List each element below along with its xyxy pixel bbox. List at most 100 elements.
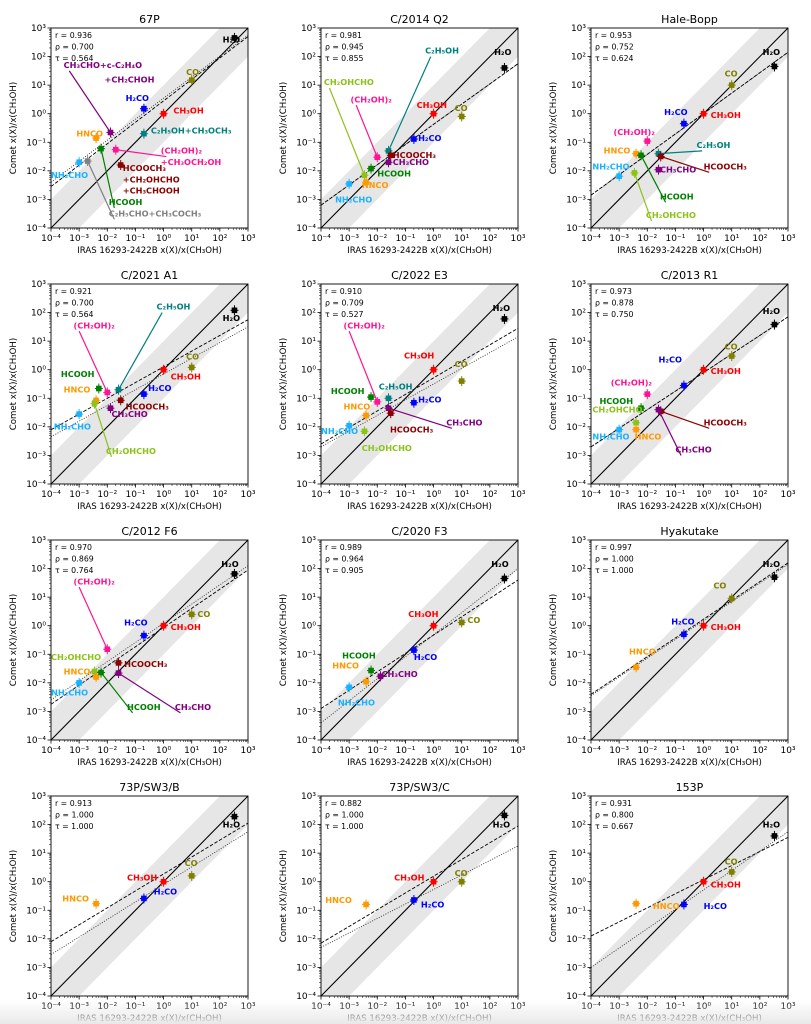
panel-67p: H₂O CO CH₃OH H₂CO HNCO NH₂CHO HCOOH C₂H₅CHO+CH₃… (0, 0, 270, 256)
y-tick-label: 10⁻¹ (566, 138, 586, 148)
y-tick-label: 10⁰ (31, 366, 46, 376)
data-point (116, 160, 125, 171)
data-point (632, 424, 641, 435)
marker (638, 152, 644, 159)
x-tick-label: 10⁻⁴ (41, 490, 61, 500)
panel-c-2021-a1: H₂O CO CH₃OH H₂CO C₂H₅OH (CH₂OH)₂ HCOOH HNCO HCO… (0, 256, 270, 512)
point-label: H₂CO (148, 383, 171, 393)
point-label: H₂O (223, 313, 240, 323)
point-label: H₂O (763, 559, 780, 569)
x-tick-label: 10⁻³ (69, 746, 89, 756)
point-label: NH₂CHO (592, 161, 629, 171)
marker (160, 878, 167, 885)
axes-frame (590, 539, 789, 741)
point-label: (CH₂OH)₂ (614, 127, 656, 137)
stat-text: r = 0.882 (325, 799, 362, 808)
y-axis-label: Comet x(X)/x(CH₃OH) (279, 82, 289, 175)
x-tick-label: 10⁻⁴ (311, 490, 331, 500)
data-point (367, 163, 376, 174)
axes-frame (320, 283, 519, 485)
y-tick-label: 10⁻³ (296, 707, 316, 717)
panel-title: C/2020 F3 (391, 525, 447, 538)
point-label: +CH₂CHOH (104, 74, 154, 84)
marker (616, 426, 622, 433)
data-point (159, 620, 168, 631)
x-tick-label: 10³ (240, 490, 255, 500)
marker (160, 366, 167, 373)
y-axis-label: Comet x(X)/x(CH₃OH) (549, 594, 559, 687)
marker (458, 878, 465, 885)
y-tick-label: 10⁻² (566, 935, 586, 945)
y-tick-label: 10³ (31, 536, 46, 546)
y-tick-label: 10⁻¹ (566, 906, 586, 916)
point-label: H₂CO (414, 652, 437, 662)
y-tick-label: 10² (301, 309, 316, 319)
stat-text: ρ = 0.964 (325, 555, 364, 564)
y-tick-label: 10⁻⁴ (26, 224, 46, 234)
stat-text: τ = 0.667 (595, 822, 634, 831)
data-point (92, 133, 101, 144)
marker (188, 364, 195, 371)
y-tick-label: 10⁻² (26, 423, 46, 433)
data-point (727, 593, 736, 604)
data-point (699, 876, 708, 887)
leader-line (68, 70, 111, 133)
panel-title: Hyakutake (660, 525, 719, 538)
marker (681, 120, 687, 127)
point-label: CO (725, 857, 738, 867)
point-label: H₂CO (664, 107, 687, 117)
x-tick-label: 10³ (240, 234, 255, 244)
data-point (500, 313, 509, 324)
point-label: H₂CO (418, 395, 441, 405)
one-to-one-line (51, 796, 248, 996)
data-point (770, 319, 779, 330)
chart-svg: H₂O CO CH₃OH H₂CO (CH₂OH)₂ HCOOH C₂H₅OH HNCO CH₃… (279, 269, 526, 512)
marker (141, 391, 147, 397)
y-tick-label: 10⁰ (301, 110, 316, 120)
point-label: HCOOH (109, 197, 143, 207)
point-label: CO (185, 858, 198, 868)
point-label: CH₃OH (711, 879, 741, 889)
x-tick-label: 10³ (510, 490, 525, 500)
data-point (429, 108, 438, 119)
x-tick-label: 10⁻² (97, 234, 117, 244)
x-tick-label: 10³ (510, 234, 525, 244)
point-label: H₂O (223, 34, 240, 44)
y-tick-label: 10⁻² (296, 935, 316, 945)
point-label: HCOOCH₃ (393, 150, 437, 160)
stat-text: τ = 0.855 (325, 54, 364, 63)
marker (771, 833, 778, 839)
marker (115, 670, 122, 676)
stat-text: τ = 0.624 (595, 54, 634, 63)
data-point (114, 312, 163, 395)
marker (141, 895, 147, 902)
x-tick-label: 10⁰ (696, 746, 711, 756)
marker (188, 611, 195, 618)
one-to-one-line (51, 28, 248, 228)
marker (231, 571, 238, 577)
point-label: CH₃OH (711, 110, 741, 120)
panel-title: 73P/SW3/B (119, 781, 179, 794)
x-tick-label: 10⁻¹ (666, 234, 686, 244)
point-label: +CH₃CHOOH (123, 186, 180, 196)
marker (363, 179, 369, 186)
point-label: H₂CO (126, 93, 149, 103)
marker (411, 647, 417, 653)
marker (633, 419, 639, 426)
fit-line-dotted (51, 326, 248, 438)
point-label: CH₃CHO (446, 417, 482, 427)
marker (231, 307, 238, 314)
fit-line-dotted (321, 568, 518, 724)
x-tick-label: 10⁻¹ (666, 746, 686, 756)
stat-text: r = 0.936 (55, 31, 92, 40)
leader-line (387, 56, 432, 152)
y-tick-label: 10¹ (571, 593, 586, 603)
point-label: CO (725, 69, 738, 79)
plot-area (321, 284, 518, 484)
panel-73p-sw3-b: H₂OCOCH₃OHH₂COHNCO10⁻⁴10⁻⁴10⁻³10⁻³10⁻²10… (0, 768, 270, 1024)
marker (458, 378, 465, 384)
x-axis-label: IRAS 16293-2422B x(X)/x(CH₃OH) (77, 246, 222, 256)
plot-area (51, 796, 248, 996)
y-tick-label: 10² (301, 53, 316, 63)
